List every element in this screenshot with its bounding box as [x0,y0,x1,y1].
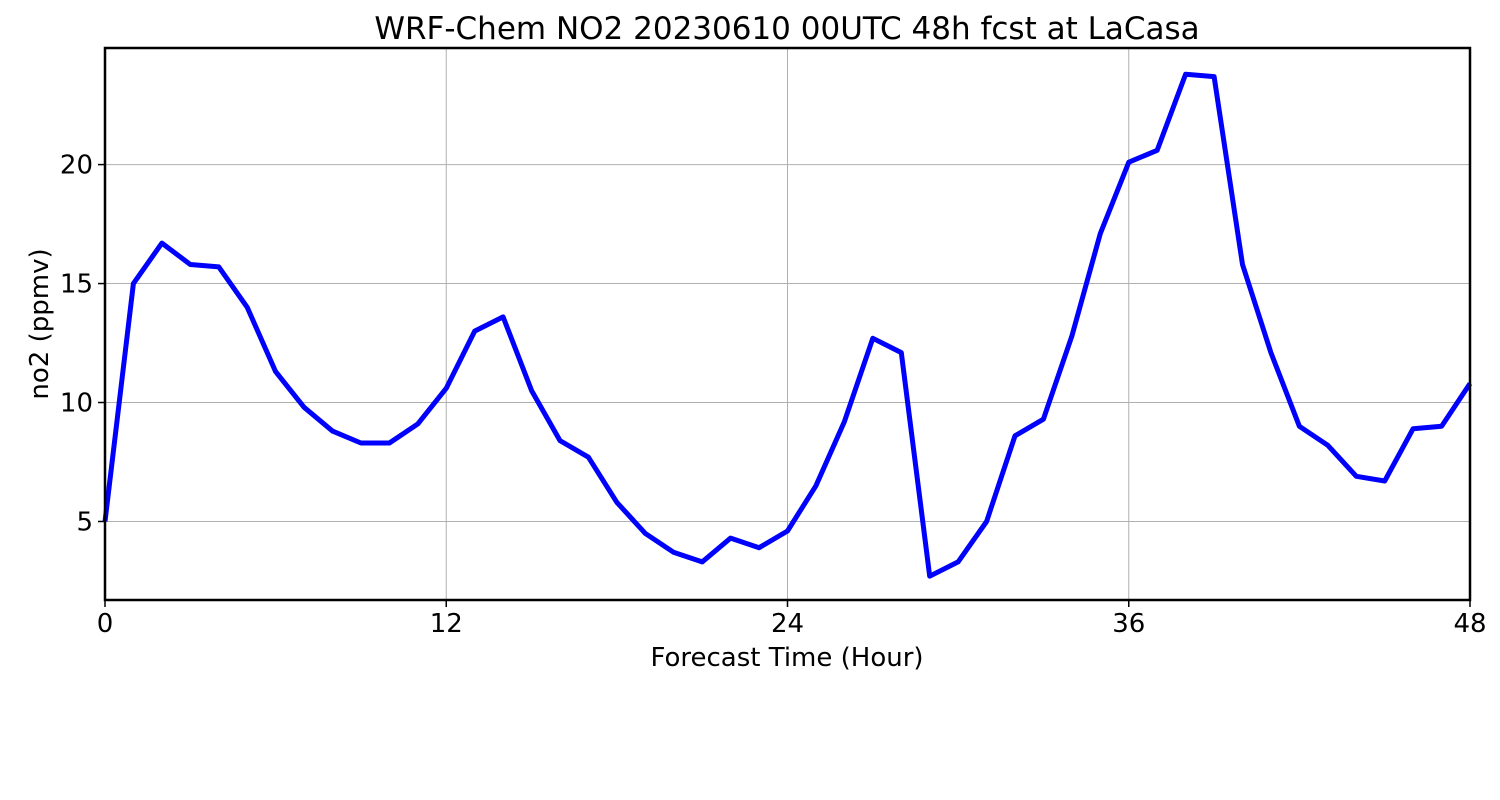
y-tick-label: 20 [60,151,93,181]
x-axis-ticks: 0 12 24 36 48 [97,600,1487,639]
x-tick-label: 36 [1112,609,1145,639]
grid-lines [105,48,1470,600]
x-tick-label: 48 [1453,609,1486,639]
y-axis-ticks: 5 10 15 20 [60,151,105,537]
y-tick-label: 15 [60,270,93,300]
x-tick-label: 12 [430,609,463,639]
y-tick-label: 5 [76,507,93,537]
chart-title: WRF-Chem NO2 20230610 00UTC 48h fcst at … [374,11,1199,47]
y-tick-label: 10 [60,389,93,419]
y-axis-label: no2 (ppmv) [25,248,55,399]
x-tick-label: 24 [771,609,804,639]
x-tick-label: 0 [97,609,114,639]
no2-series-line [102,71,1473,579]
series-layer [102,71,1473,579]
x-axis-label: Forecast Time (Hour) [650,643,923,673]
